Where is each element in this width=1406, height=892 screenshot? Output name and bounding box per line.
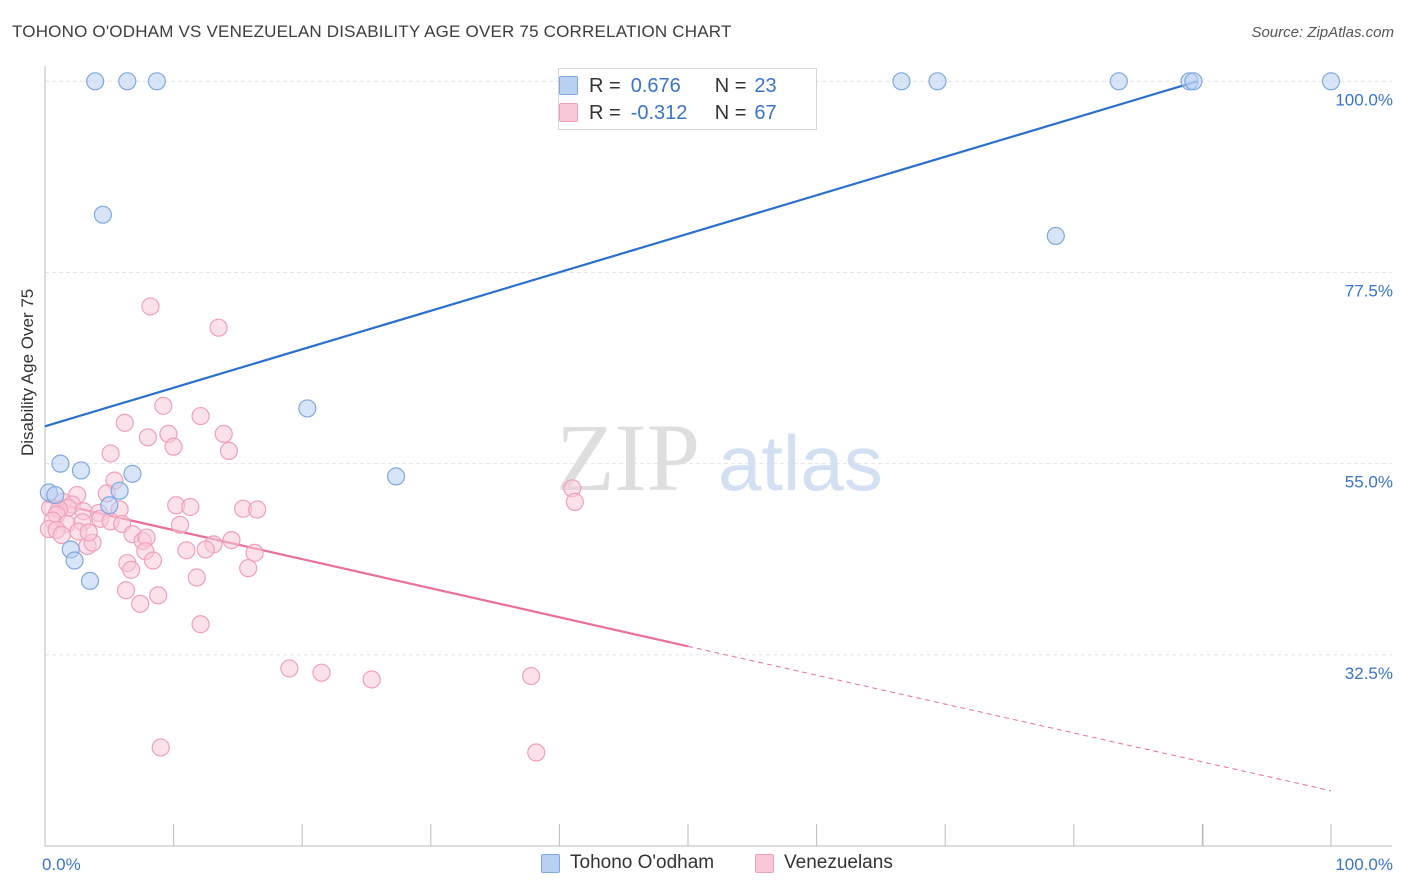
point-venezuelans [151, 738, 170, 757]
legend-n-label: N = [714, 74, 747, 97]
point-tohono [147, 72, 166, 91]
legend-swatch-tohono [541, 853, 560, 873]
point-tohono [1184, 72, 1203, 91]
legend-n-label: N = [714, 101, 747, 124]
point-venezuelans [565, 492, 584, 511]
series-legend: Tohono O'odham Venezuelans [0, 852, 1406, 878]
point-venezuelans [191, 406, 210, 426]
y-tick-label: 32.5% [1345, 664, 1393, 683]
point-venezuelans [149, 586, 168, 605]
legend-label-tohono: Tohono O'odham [570, 852, 715, 873]
legend-label-venezuelans: Venezuelans [784, 852, 893, 873]
point-tohono [51, 454, 70, 473]
point-venezuelans [116, 581, 136, 600]
axes [44, 66, 1392, 847]
point-venezuelans [177, 541, 196, 560]
point-venezuelans [522, 666, 541, 686]
point-tohono [298, 399, 317, 418]
y-axis-label: Disability Age Over 75 [18, 288, 37, 456]
point-venezuelans [222, 531, 241, 550]
point-venezuelans [187, 568, 206, 587]
point-venezuelans [312, 663, 331, 682]
y-tick-label: 55.0% [1345, 473, 1393, 492]
point-venezuelans [122, 560, 141, 579]
point-venezuelans [362, 670, 381, 689]
watermark: ZIP atlas [556, 404, 883, 511]
legend-row-tohono: R = 0.676 N = 23 [559, 74, 777, 98]
point-tohono [93, 205, 112, 224]
legend-row-venezuelans: R = -0.312 N = 67 [559, 101, 777, 125]
point-venezuelans [280, 659, 299, 678]
trend-line-venezuelans [44, 499, 689, 648]
point-tohono [386, 467, 406, 486]
point-venezuelans [214, 424, 233, 444]
point-venezuelans [209, 318, 228, 337]
point-venezuelans [115, 413, 134, 432]
legend-r-value: -0.312 [630, 101, 688, 124]
point-venezuelans [52, 525, 71, 545]
legend-r-value: 0.676 [630, 74, 681, 97]
chart-title: TOHONO O'ODHAM VS VENEZUELAN DISABILITY … [12, 22, 732, 41]
point-venezuelans [181, 497, 200, 517]
point-venezuelans [79, 523, 98, 542]
point-tohono [100, 496, 119, 515]
point-tohono [1046, 226, 1065, 246]
point-tohono [86, 72, 105, 91]
point-venezuelans [239, 559, 258, 578]
point-tohono [65, 551, 84, 570]
correlation-legend: R = 0.676 N = 23 R = -0.312 N = 67 [558, 68, 817, 130]
trend-line-tohono [44, 80, 1198, 428]
legend-item-venezuelans: Venezuelans [755, 852, 893, 874]
tick-labels: 100.0% 77.5% 55.0% 32.5% 0.0% 100.0% [42, 90, 1393, 874]
trend-line-venezuelans-extrapolated [687, 645, 1332, 792]
point-venezuelans [248, 500, 267, 519]
legend-swatch-blue [559, 76, 578, 95]
point-venezuelans [527, 743, 546, 762]
legend-swatch-pink [559, 103, 578, 122]
watermark-atlas: atlas [718, 419, 883, 507]
legend-item-tohono: Tohono O'odham [541, 852, 714, 874]
point-tohono [123, 464, 142, 483]
point-venezuelans [196, 540, 215, 559]
point-venezuelans [143, 551, 163, 570]
legend-n-value: 23 [754, 74, 777, 97]
legend-r-label: R = [589, 74, 621, 97]
y-tick-label: 77.5% [1345, 281, 1393, 300]
point-tohono [71, 461, 91, 480]
legend-swatch-venezuelans [755, 853, 774, 873]
point-tohono [46, 485, 65, 505]
x-tick-label: 100.0% [1335, 855, 1393, 874]
point-venezuelans [219, 441, 238, 461]
legend-r-label: R = [589, 101, 621, 124]
point-tohono [1321, 72, 1341, 91]
point-venezuelans [141, 297, 160, 316]
point-tohono [928, 72, 947, 91]
source-label: Source: ZipAtlas.com [1251, 24, 1394, 41]
y-tick-label: 100.0% [1335, 90, 1393, 109]
point-venezuelans [101, 444, 120, 463]
point-tohono [1109, 72, 1128, 91]
watermark-zip: ZIP [556, 404, 700, 511]
point-venezuelans [138, 428, 157, 447]
trend-lines [44, 80, 1332, 792]
point-venezuelans [245, 543, 264, 562]
point-tohono [892, 72, 911, 91]
point-venezuelans [191, 615, 210, 634]
point-venezuelans [131, 594, 150, 613]
data-points [39, 72, 1341, 762]
point-tohono [110, 481, 129, 500]
point-venezuelans [164, 437, 183, 456]
point-venezuelans [170, 515, 190, 534]
point-tohono [118, 72, 137, 91]
x-tick-label: 0.0% [42, 855, 81, 874]
legend-n-value: 67 [754, 101, 777, 124]
point-tohono [80, 571, 100, 591]
point-venezuelans [154, 396, 173, 415]
